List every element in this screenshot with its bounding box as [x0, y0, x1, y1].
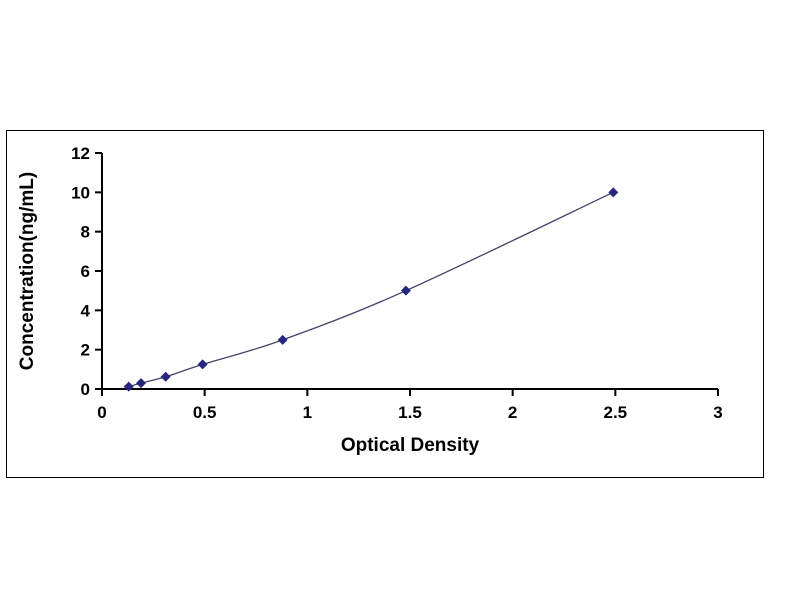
x-tick-label: 3 [713, 403, 722, 422]
x-tick-label: 1 [303, 403, 312, 422]
data-point-marker [123, 381, 134, 392]
curve-line [128, 191, 614, 388]
y-tick-label: 6 [81, 262, 90, 281]
x-tick-label: 2.5 [604, 403, 628, 422]
chart-svg: 0 0.5 1 1.5 2 2.5 3 0 2 4 6 8 10 12 Optical Density Con… [17, 144, 723, 456]
data-point-marker [136, 378, 147, 389]
x-tick-label: 0 [97, 403, 106, 422]
standard-curve-chart: 0 0.5 1 1.5 2 2.5 3 0 2 4 6 8 10 12 Optical Density Con… [6, 130, 764, 478]
data-point-marker [277, 334, 288, 345]
x-axis-label: Optical Density [341, 435, 480, 456]
data-point-marker [400, 285, 411, 296]
y-tick-label: 4 [81, 301, 91, 320]
y-tick-label: 0 [81, 380, 90, 399]
x-tick-label: 2 [508, 403, 517, 422]
y-tick-label: 10 [71, 183, 90, 202]
y-axis-label: Concentration(ng/mL) [17, 172, 38, 370]
x-tick-label: 0.5 [193, 403, 217, 422]
y-tick-label: 2 [81, 341, 90, 360]
y-tick-label: 8 [81, 223, 90, 242]
x-tick-label: 1.5 [398, 403, 422, 422]
y-tick-label: 12 [71, 144, 90, 163]
data-point-marker [160, 371, 171, 382]
data-point-marker [608, 187, 619, 198]
data-point-marker [197, 359, 208, 370]
